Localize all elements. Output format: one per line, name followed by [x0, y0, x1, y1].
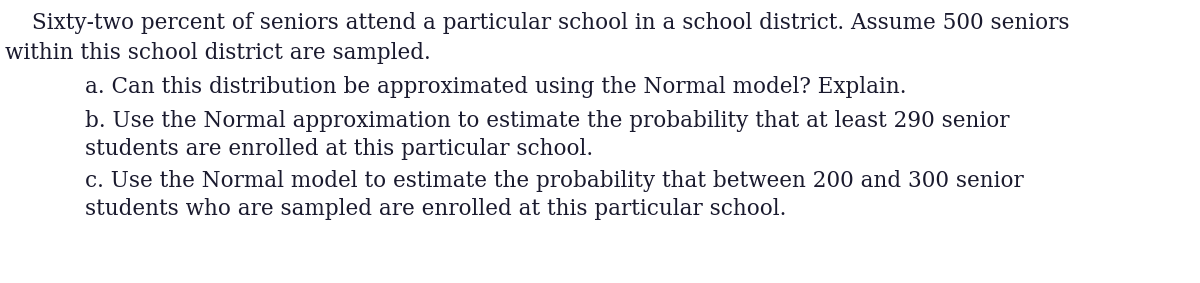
Text: c. Use the Normal model to estimate the probability that between 200 and 300 sen: c. Use the Normal model to estimate the …: [85, 170, 1024, 192]
Text: a. Can this distribution be approximated using the Normal model? Explain.: a. Can this distribution be approximated…: [85, 76, 906, 98]
Text: within this school district are sampled.: within this school district are sampled.: [5, 42, 431, 64]
Text: students are enrolled at this particular school.: students are enrolled at this particular…: [85, 138, 593, 160]
Text: Sixty-two percent of seniors attend a particular school in a school district. As: Sixty-two percent of seniors attend a pa…: [32, 12, 1069, 34]
Text: students who are sampled are enrolled at this particular school.: students who are sampled are enrolled at…: [85, 198, 786, 220]
Text: b. Use the Normal approximation to estimate the probability that at least 290 se: b. Use the Normal approximation to estim…: [85, 110, 1009, 132]
